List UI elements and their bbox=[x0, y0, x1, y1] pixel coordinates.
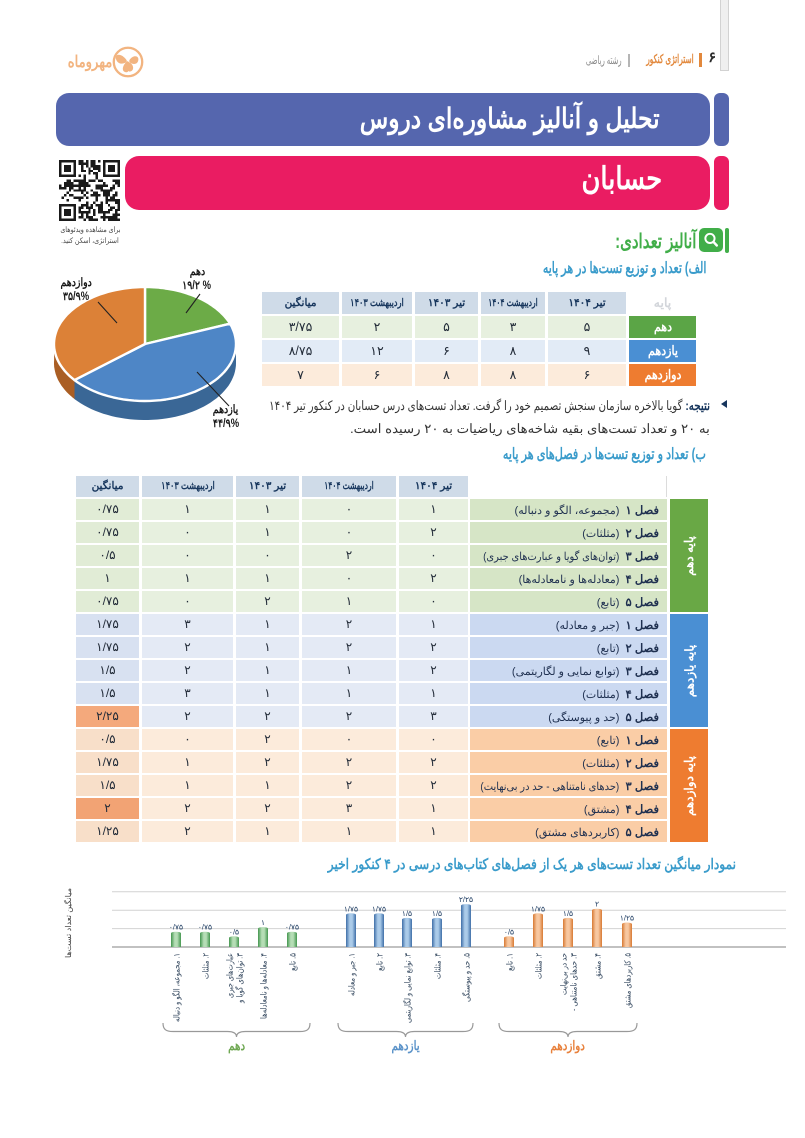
svg-text:۰/۷۵: ۰/۷۵ bbox=[285, 923, 299, 932]
svg-text:۵. تابع: ۵. تابع bbox=[288, 953, 299, 971]
svg-text:۱/۵: ۱/۵ bbox=[402, 909, 412, 918]
svg-text:میانگین تعداد تست‌ها: میانگین تعداد تست‌ها bbox=[63, 888, 73, 958]
svg-text:۰/۵: ۰/۵ bbox=[504, 927, 514, 936]
svg-text:۱/۵: ۱/۵ bbox=[563, 909, 573, 918]
svg-text:۱. تابع: ۱. تابع bbox=[505, 953, 516, 971]
svg-text:۱: ۱ bbox=[261, 918, 265, 927]
svg-text:۰/۵: ۰/۵ bbox=[229, 927, 239, 936]
svg-text:۳. حدهای نامتناهی -: ۳. حدهای نامتناهی - bbox=[569, 953, 579, 1011]
svg-text:۰/۷۵: ۰/۷۵ bbox=[169, 923, 183, 932]
svg-text:۲. تابع: ۲. تابع bbox=[375, 953, 386, 971]
svg-text:۵. حد و پیوستگی: ۵. حد و پیوستگی bbox=[461, 953, 473, 1002]
svg-text:۲. مثلثات: ۲. مثلثات bbox=[534, 953, 544, 979]
svg-text:عبارت‌های جبری: عبارت‌های جبری bbox=[225, 953, 236, 998]
svg-text:۲/۲۵: ۲/۲۵ bbox=[459, 895, 473, 904]
svg-text:۴. مشتق: ۴. مشتق bbox=[593, 953, 604, 979]
svg-text:۱/۷۵: ۱/۷۵ bbox=[344, 904, 358, 913]
svg-text:۴. مثلثات: ۴. مثلثات bbox=[433, 953, 443, 979]
svg-text:۳. توابع نمایی و لگاریتمی: ۳. توابع نمایی و لگاریتمی bbox=[402, 953, 414, 1023]
svg-text:۰/۷۵: ۰/۷۵ bbox=[198, 923, 212, 932]
svg-text:۱/۵: ۱/۵ bbox=[432, 909, 442, 918]
svg-text:۱. جبر و معادله: ۱. جبر و معادله bbox=[347, 953, 358, 996]
svg-text:حد در بی‌نهایت: حد در بی‌نهایت bbox=[559, 953, 570, 995]
svg-text:۲. مثلثات: ۲. مثلثات bbox=[201, 953, 211, 979]
svg-text:۱/۷۵: ۱/۷۵ bbox=[531, 904, 545, 913]
svg-text:۳. توان‌های گویا و: ۳. توان‌های گویا و bbox=[234, 953, 246, 1004]
svg-text:۱. مجموعه، الگو و دنباله: ۱. مجموعه، الگو و دنباله bbox=[171, 953, 183, 1022]
svg-text:۱/۲۵: ۱/۲۵ bbox=[620, 914, 634, 923]
svg-text:۲: ۲ bbox=[595, 900, 599, 909]
svg-text:۱/۷۵: ۱/۷۵ bbox=[372, 904, 386, 913]
svg-text:۵. کاربردهای مشتق: ۵. کاربردهای مشتق bbox=[623, 953, 634, 1008]
svg-text:۴. معادله‌ها و نامعادله‌ها: ۴. معادله‌ها و نامعادله‌ها bbox=[259, 953, 270, 1019]
